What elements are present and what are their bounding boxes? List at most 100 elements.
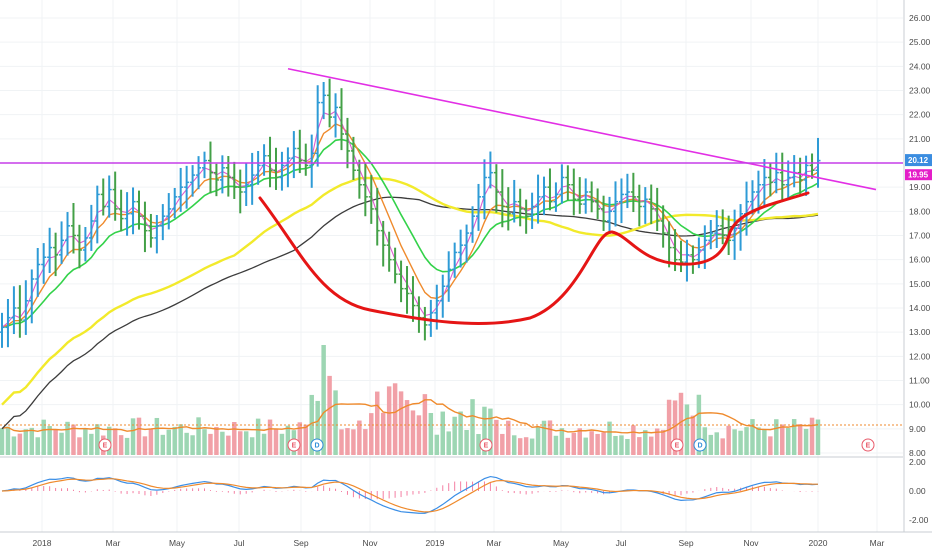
volume-bar bbox=[95, 424, 100, 455]
ohlc-bar bbox=[136, 190, 142, 230]
volume-bar bbox=[220, 431, 225, 455]
ohlc-bar bbox=[178, 167, 184, 212]
volume-bar bbox=[226, 435, 231, 455]
ohlc-bar bbox=[65, 212, 71, 256]
ohlc-bar bbox=[481, 159, 487, 220]
volume-bar bbox=[232, 421, 237, 455]
ohlc-bar bbox=[642, 187, 648, 224]
volume-bar bbox=[71, 424, 76, 455]
volume-bar bbox=[404, 400, 410, 455]
price-tick-label: 17.00 bbox=[909, 231, 931, 241]
ohlc-bar bbox=[636, 184, 642, 227]
volume-bar bbox=[238, 431, 243, 455]
volume-bar bbox=[803, 428, 809, 455]
volume-bar bbox=[77, 437, 82, 455]
volume-bar bbox=[428, 412, 434, 455]
ohlc-bar bbox=[553, 182, 559, 212]
ohlc-bar bbox=[446, 251, 452, 302]
ohlc-bar bbox=[356, 159, 362, 199]
prev-price-tag: 19.95 bbox=[905, 169, 932, 181]
ohlc-bar bbox=[124, 192, 130, 236]
volume-bar bbox=[446, 431, 451, 455]
price-tick-label: 16.00 bbox=[909, 255, 931, 265]
ohlc-bar bbox=[624, 173, 630, 209]
ohlc-bar bbox=[708, 219, 714, 250]
volume-bar bbox=[255, 418, 261, 455]
volume-bar bbox=[553, 435, 559, 455]
ohlc-bar bbox=[398, 260, 404, 303]
current-price-label: 20.12 bbox=[908, 156, 929, 165]
volume-bar bbox=[309, 394, 314, 455]
ohlc-bar bbox=[237, 169, 243, 214]
cup-and-handle-drawing bbox=[258, 191, 810, 325]
time-axis-label: Nov bbox=[743, 538, 759, 548]
price-tick-label: 10.00 bbox=[909, 400, 931, 410]
volume-bar bbox=[750, 419, 755, 455]
ohlc-bar bbox=[470, 206, 476, 243]
current-price-tag: 20.12 bbox=[905, 154, 932, 167]
macd-signal-line bbox=[1, 478, 819, 513]
ohlc-bars bbox=[0, 78, 821, 348]
volume-bar bbox=[470, 399, 475, 455]
ohlc-bar bbox=[130, 187, 136, 235]
dividend-badge: D bbox=[693, 438, 707, 452]
volume-bar bbox=[83, 428, 88, 455]
ohlc-bar bbox=[88, 204, 94, 251]
ohlc-bar bbox=[654, 187, 660, 232]
ohlc-bar bbox=[279, 151, 285, 191]
volume-bar bbox=[398, 391, 404, 455]
volume-bar bbox=[601, 432, 606, 455]
volume-bar bbox=[774, 419, 779, 455]
ohlc-bar bbox=[648, 184, 654, 225]
volume-bar bbox=[631, 425, 636, 455]
volume-bar bbox=[243, 431, 249, 455]
earnings-badge: E bbox=[670, 438, 684, 452]
volume-bar bbox=[797, 424, 803, 455]
ohlc-bar bbox=[23, 280, 29, 335]
ohlc-bar bbox=[321, 82, 327, 120]
volume-bar bbox=[327, 375, 332, 455]
ohlc-bar bbox=[35, 247, 41, 297]
volume-bar bbox=[416, 415, 422, 455]
ohlc-bar bbox=[339, 88, 345, 151]
ohlc-bar bbox=[344, 117, 350, 169]
ohlc-bar bbox=[458, 229, 464, 268]
ohlc-bar bbox=[583, 178, 589, 214]
volume-bar bbox=[261, 433, 267, 455]
volume-bar bbox=[273, 428, 279, 455]
volume-bar bbox=[65, 421, 70, 455]
volume-bar bbox=[619, 435, 624, 455]
price-tick-label: 13.00 bbox=[909, 327, 931, 337]
price-tick-label: 12.00 bbox=[909, 351, 931, 361]
volume-bar bbox=[41, 419, 46, 455]
ohlc-bar bbox=[184, 165, 190, 209]
ohlc-bar bbox=[565, 165, 571, 201]
ma-100-line bbox=[1, 176, 819, 406]
volume-bar bbox=[410, 410, 416, 455]
volume-bar bbox=[172, 426, 177, 455]
volume-bar bbox=[386, 386, 392, 455]
ohlc-bar bbox=[207, 141, 213, 194]
ohlc-bar bbox=[350, 136, 356, 180]
volume-bar bbox=[333, 390, 338, 455]
ohlc-bar bbox=[285, 147, 291, 188]
badge-label: D bbox=[697, 443, 702, 450]
ohlc-bar bbox=[297, 129, 303, 174]
ohlc-bar bbox=[47, 227, 53, 273]
volume-bar bbox=[512, 435, 517, 455]
volume-bar bbox=[440, 411, 445, 455]
badge-circle bbox=[98, 438, 112, 452]
ohlc-bar bbox=[76, 224, 82, 269]
volume-bar bbox=[607, 421, 612, 455]
bottom-axis: 2018 Mar May Jul Sep Nov 2019 Mar May Jul Sep Nov 20… bbox=[33, 538, 885, 548]
ohlc-bar bbox=[106, 175, 112, 218]
time-axis-label: Mar bbox=[870, 538, 885, 548]
ohlc-bar bbox=[309, 134, 315, 188]
price-tick-label: 22.00 bbox=[909, 110, 931, 120]
volume-bar bbox=[148, 429, 154, 455]
ohlc-bar bbox=[404, 266, 410, 314]
ohlc-bar bbox=[112, 171, 118, 221]
volume-bar bbox=[488, 408, 493, 455]
